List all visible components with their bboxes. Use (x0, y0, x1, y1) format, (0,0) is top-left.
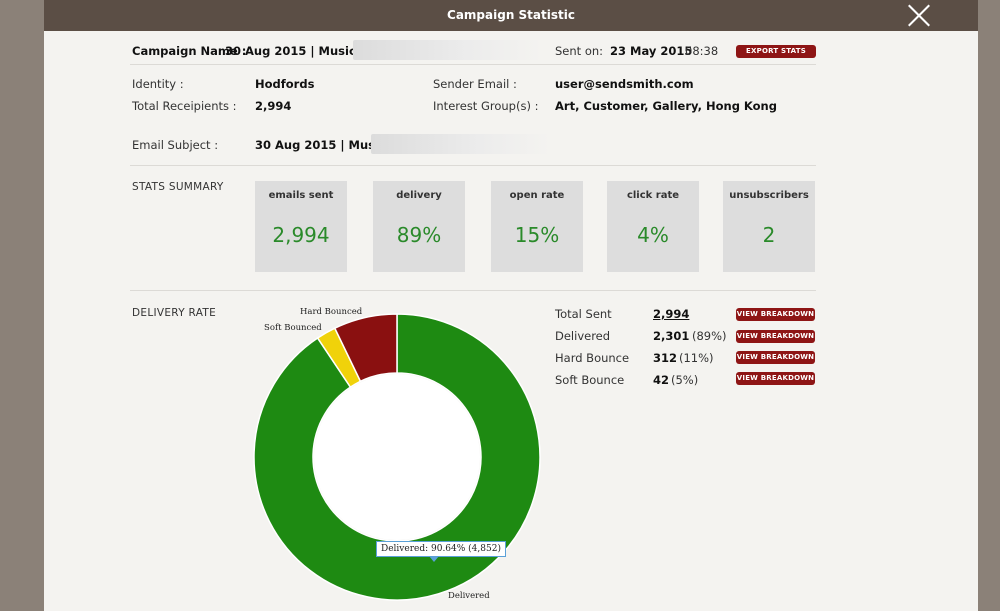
campaign-name-value: 30 Aug 2015 | Music (225, 44, 356, 58)
stat-label: emails sent (268, 190, 334, 201)
stats-summary-title: STATS SUMMARY (132, 181, 224, 193)
delivery-donut-chart (253, 313, 541, 601)
stat-card-unsubscribers: unsubscribers 2 (723, 181, 815, 272)
sent-on-date: 23 May 2015 (610, 44, 693, 58)
hard-bounce-value: 312 (653, 351, 678, 365)
divider (130, 165, 816, 166)
stat-value: 89% (396, 223, 442, 247)
view-breakdown-total-button[interactable]: VIEW BREAKDOWN (736, 308, 815, 321)
stat-card-emails-sent: emails sent 2,994 (255, 181, 347, 272)
total-sent-value[interactable]: 2,994 (653, 307, 690, 321)
delivery-rate-title: DELIVERY RATE (132, 307, 217, 319)
soft-bounce-label: Soft Bounce (555, 373, 625, 387)
slice-hard-bounced[interactable] (333, 313, 398, 383)
stat-value: 15% (514, 223, 560, 247)
redacted-email-subject (371, 134, 551, 154)
stat-label: click rate (626, 190, 680, 201)
donut-hole (314, 374, 480, 540)
email-subject-value: 30 Aug 2015 | Music (255, 138, 386, 152)
modal-titlebar: Campaign Statistic (44, 0, 978, 31)
sent-on-label: Sent on: (555, 44, 604, 58)
divider (130, 290, 816, 291)
identity-value: Hodfords (255, 77, 315, 91)
interest-groups-value: Art, Customer, Gallery, Hong Kong (555, 99, 777, 113)
stat-label: unsubscribers (729, 190, 809, 201)
total-sent-label: Total Sent (555, 307, 612, 321)
view-breakdown-hard-bounce-button[interactable]: VIEW BREAKDOWN (736, 351, 815, 364)
stat-label: open rate (509, 190, 565, 201)
delivered-value: 2,301 (653, 329, 690, 343)
soft-bounce-percent: (5%) (671, 373, 699, 387)
email-subject-label: Email Subject : (132, 138, 219, 152)
stat-value: 2 (762, 223, 776, 247)
delivered-percent: (89%) (692, 329, 727, 343)
soft-bounce-value: 42 (653, 373, 670, 387)
slice-delivered[interactable] (253, 313, 541, 601)
stat-card-click-rate: click rate 4% (607, 181, 699, 272)
slice-label-delivered: Delivered (448, 591, 490, 601)
stat-value: 2,994 (272, 223, 330, 247)
campaign-name-label: Campaign Name : (132, 44, 247, 58)
total-recipients-value: 2,994 (255, 99, 292, 113)
stat-value: 4% (637, 223, 669, 247)
view-breakdown-soft-bounce-button[interactable]: VIEW BREAKDOWN (736, 372, 815, 385)
modal-title: Campaign Statistic (447, 8, 575, 22)
divider (130, 64, 816, 65)
view-breakdown-delivered-button[interactable]: VIEW BREAKDOWN (736, 330, 815, 343)
slice-label-hard-bounced: Hard Bounced (300, 307, 363, 317)
redacted-campaign-name (353, 40, 543, 60)
interest-groups-label: Interest Group(s) : (433, 99, 539, 113)
stat-label: delivery (396, 190, 442, 201)
stat-card-delivery: delivery 89% (373, 181, 465, 272)
campaign-statistic-modal: Campaign Statistic Campaign Name : 30 Au… (44, 0, 978, 611)
hard-bounce-percent: (11%) (679, 351, 714, 365)
sender-email-label: Sender Email : (433, 77, 517, 91)
export-stats-button[interactable]: EXPORT STATS (736, 45, 816, 58)
close-icon[interactable] (907, 3, 932, 28)
identity-label: Identity : (132, 77, 184, 91)
delivered-label: Delivered (555, 329, 611, 343)
sender-email-value: user@sendsmith.com (555, 77, 694, 91)
sent-on-time: 08:38 (685, 44, 719, 58)
stat-card-open-rate: open rate 15% (491, 181, 583, 272)
chart-tooltip: Delivered: 90.64% (4,852) (376, 541, 506, 562)
slice-label-soft-bounced: Soft Bounced (264, 323, 322, 333)
total-recipients-label: Total Receipients : (132, 99, 237, 113)
hard-bounce-label: Hard Bounce (555, 351, 630, 365)
